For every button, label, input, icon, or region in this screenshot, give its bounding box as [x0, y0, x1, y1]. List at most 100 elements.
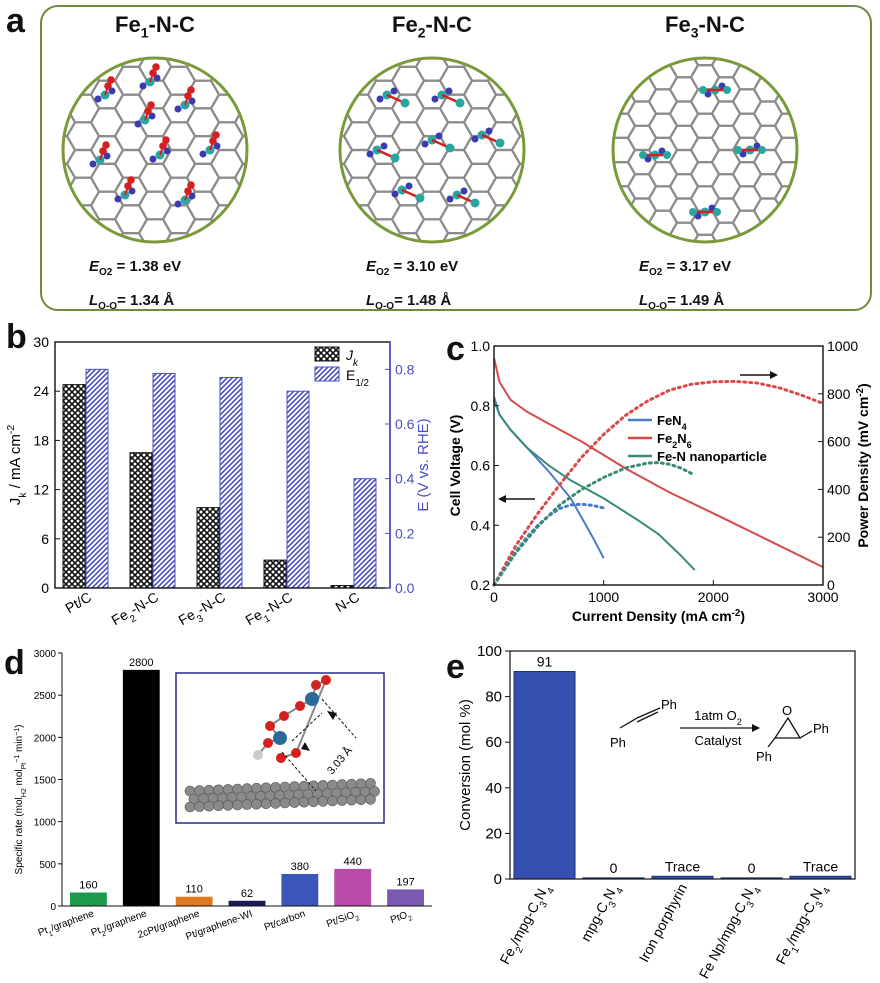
carbon-ring	[584, 67, 616, 95]
carbon-ring	[91, 0, 123, 25]
carbon-ring	[259, 178, 291, 206]
catalyst-label: Catalyst	[695, 733, 742, 748]
carbon-ring	[296, 67, 328, 95]
carbon-atom	[251, 798, 262, 810]
carbon-ring	[838, 53, 866, 77]
carbon-ring	[259, 233, 291, 261]
carbon-ring	[259, 95, 291, 123]
carbon-ring	[613, 197, 616, 224]
carbon-ring	[19, 95, 51, 123]
carbon-ring	[248, 205, 280, 233]
carbon-ring	[584, 39, 616, 67]
carbon-ring	[233, 135, 247, 165]
voltage-line-Fe2N6	[493, 357, 824, 568]
bar-value-label: 160	[79, 880, 97, 892]
x-tick-label: 1000	[588, 589, 619, 605]
carbon-ring	[0, 67, 3, 95]
carbon-ring	[523, 186, 551, 210]
phenyl-label: Ph	[813, 721, 829, 736]
carbon-ring	[320, 0, 352, 25]
carbon-ring	[817, 283, 845, 307]
carbon-ring	[584, 233, 616, 261]
carbon-ring	[607, 0, 635, 17]
carbon-ring	[63, 218, 77, 242]
carbon-ring	[296, 261, 328, 289]
y-tick-label: 2500	[34, 691, 57, 702]
carbon-ring	[19, 11, 51, 39]
carbon-ring	[536, 261, 568, 289]
carbon-ring	[0, 25, 27, 53]
carbon-ring	[754, 296, 782, 320]
carbon-ring	[510, 218, 524, 242]
carbon-ring	[344, 0, 376, 11]
x-tick-label: Pt/C	[62, 589, 94, 616]
y-tick-label: 2000	[34, 733, 57, 744]
carbon-ring	[283, 219, 315, 247]
y2-tick-label: 400	[827, 481, 851, 497]
carbon-ring	[838, 5, 866, 29]
carbon-ring	[248, 67, 280, 95]
carbon-ring	[775, 0, 803, 17]
carbon-ring	[565, 308, 593, 320]
carbon-ring	[838, 150, 866, 174]
bar-e12	[152, 372, 176, 589]
carbon-ring	[307, 95, 339, 123]
oxygen-atom	[265, 721, 275, 731]
chart-b: Pt/C Fe2-N-C Fe3-N-C Fe1-N-C N-C 0 6 12 18 24 30 0.…	[5, 334, 432, 628]
carbon-ring	[248, 178, 280, 206]
iron-atom	[445, 143, 455, 153]
carbon-ring	[187, 302, 219, 320]
carbon-ring	[608, 219, 640, 247]
carbon-ring	[523, 0, 551, 17]
oxygen-atom	[187, 181, 195, 189]
carbon-ring	[773, 58, 797, 67]
carbon-ring	[523, 138, 551, 162]
carbon-ring	[773, 209, 797, 236]
carbon-ring	[613, 173, 616, 200]
carbon-ring	[584, 122, 616, 150]
carbon-ring	[43, 275, 75, 303]
iron-atom	[734, 146, 742, 154]
carbon-ring	[283, 53, 315, 81]
carbon-ring	[259, 122, 291, 150]
carbon-ring	[67, 0, 99, 11]
legend-label: Fe-N nanoparticle	[657, 449, 767, 464]
carbon-ring	[607, 17, 635, 41]
carbon-atom	[317, 796, 329, 807]
y2-tick-label: 0.2	[395, 525, 415, 541]
carbon-ring	[464, 302, 496, 320]
x-tick-label: Fe Np/mpg-C3N4	[696, 880, 765, 983]
carbon-ring	[283, 136, 315, 164]
carbon-ring	[628, 29, 656, 53]
carbon-ring	[794, 58, 797, 79]
carbon-ring	[272, 136, 304, 164]
panel-e-letter: e	[446, 648, 465, 686]
carbon-ring	[331, 53, 363, 81]
y-tick-label: 6	[41, 531, 49, 547]
carbon-ring	[331, 302, 363, 320]
carbon-ring	[272, 25, 304, 53]
carbon-ring	[248, 11, 280, 39]
carbon-ring	[565, 17, 593, 41]
phenyl-label: Ph	[661, 697, 677, 712]
bar-e12	[85, 368, 109, 589]
y2-tick-label: 600	[827, 434, 851, 450]
carbon-ring	[185, 218, 221, 242]
carbon-ring	[536, 11, 568, 39]
carbon-ring	[414, 218, 450, 242]
bar-value-label: 0	[610, 860, 618, 876]
carbon-ring	[712, 29, 740, 53]
carbon-ring	[91, 25, 123, 53]
carbon-ring	[19, 39, 51, 67]
carbon-ring	[211, 0, 243, 11]
bar-value-label: 110	[185, 884, 203, 896]
structure-background	[63, 58, 247, 242]
carbon-ring	[859, 186, 880, 210]
carbon-ring	[584, 289, 616, 317]
nitrogen-atom	[390, 87, 398, 95]
legend-label-e12: E1/2	[346, 367, 369, 389]
bar-specific-rate	[387, 889, 424, 906]
carbon-ring	[416, 25, 448, 53]
structure-energy: EO2 = 3.10 eV LO-O= 1.48 Å	[366, 258, 459, 312]
bond	[767, 737, 776, 748]
